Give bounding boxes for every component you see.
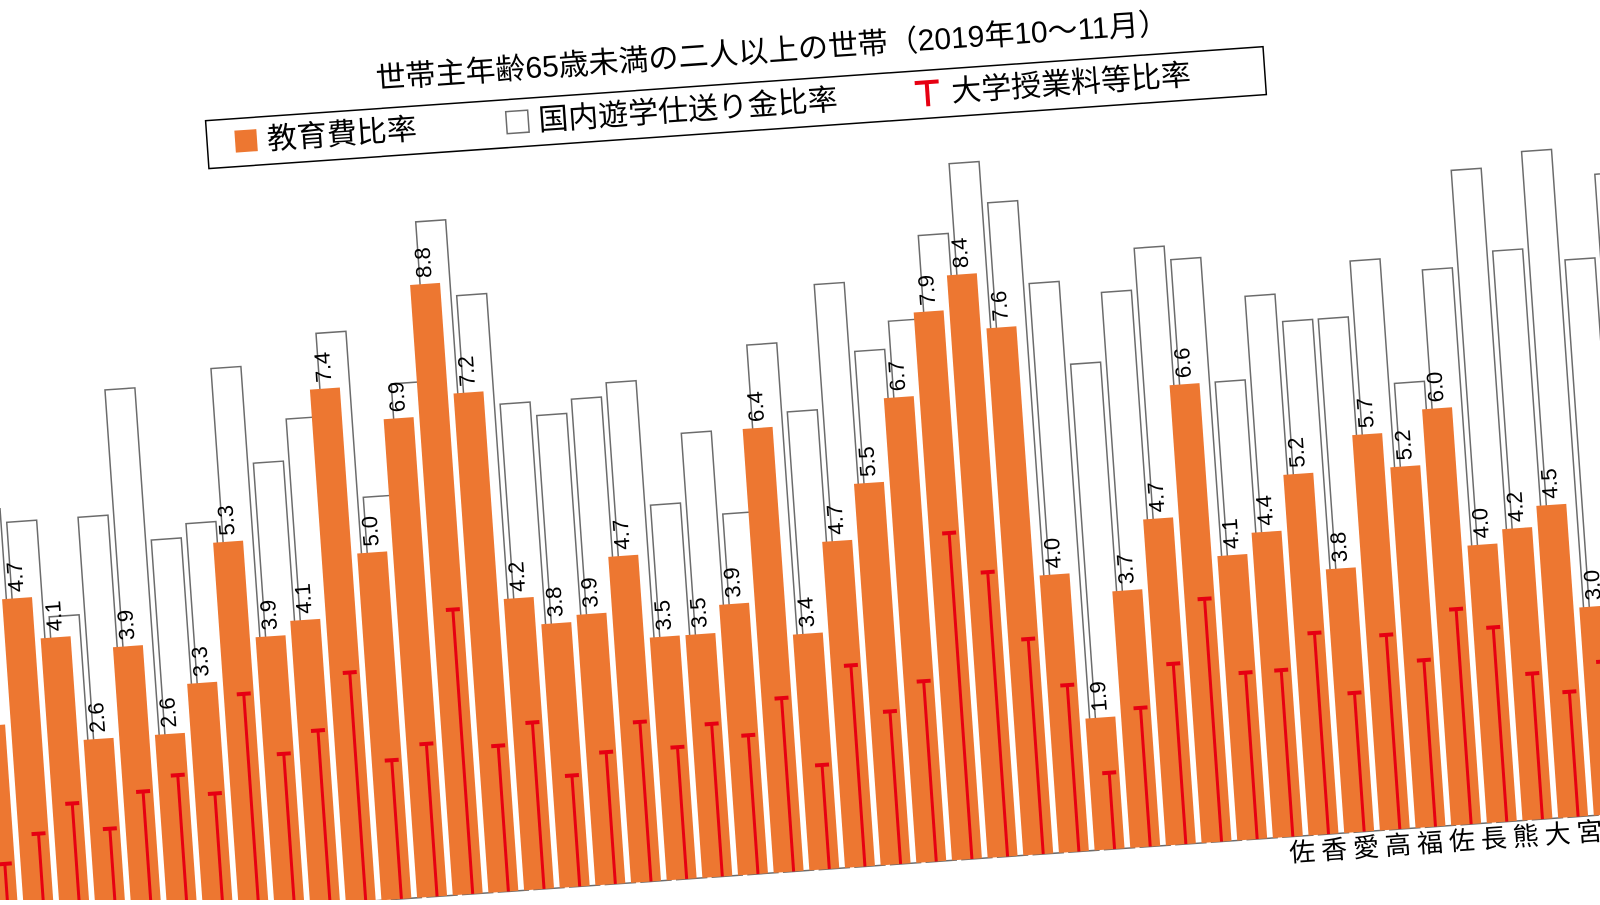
data-label-education: 4.1 bbox=[1217, 518, 1244, 550]
data-label-education: 3.8 bbox=[1325, 531, 1352, 563]
tuition-cap bbox=[65, 803, 79, 804]
data-label-education: 5.3 bbox=[213, 504, 240, 536]
tuition-cap bbox=[1486, 627, 1500, 628]
chart-stage: 世帯主年齢65歳未満の二人以上の世帯（2019年10〜11月）教育費比率国内遊学… bbox=[0, 0, 1600, 900]
tuition-cap bbox=[491, 745, 505, 746]
legend-swatch-tuition-stem bbox=[927, 82, 929, 106]
tuition-cap bbox=[1021, 639, 1035, 640]
data-label-education: 4.5 bbox=[1536, 468, 1563, 500]
tuition-cap bbox=[1449, 609, 1463, 610]
data-label-education: 6.9 bbox=[383, 381, 410, 413]
tuition-cap bbox=[599, 752, 613, 753]
tuition-cap bbox=[981, 572, 995, 573]
data-label-education: 5.2 bbox=[1283, 436, 1310, 468]
tuition-cap bbox=[1134, 707, 1148, 708]
data-label-education: 1.9 bbox=[1085, 680, 1112, 712]
tuition-cap bbox=[633, 721, 647, 722]
data-label-education: 3.5 bbox=[685, 597, 712, 629]
tuition-cap bbox=[917, 681, 931, 682]
data-label-education: 7.4 bbox=[309, 351, 336, 383]
tuition-cap bbox=[1102, 772, 1116, 773]
tuition-cap bbox=[237, 693, 251, 694]
tuition-cap bbox=[883, 711, 897, 712]
tuition-cap bbox=[343, 672, 357, 673]
tuition-cap bbox=[1596, 661, 1600, 662]
data-label-education: 6.0 bbox=[1422, 371, 1449, 403]
data-label-education: 6.4 bbox=[742, 391, 769, 423]
chart-svg: 世帯主年齢65歳未満の二人以上の世帯（2019年10〜11月）教育費比率国内遊学… bbox=[0, 0, 1600, 900]
legend-swatch-remittance bbox=[506, 110, 529, 133]
tuition-cap bbox=[311, 730, 325, 731]
tuition-cap bbox=[385, 760, 399, 761]
tuition-cap bbox=[815, 764, 829, 765]
data-label-education: 6.6 bbox=[1169, 347, 1196, 379]
data-label-education: 5.5 bbox=[853, 446, 880, 478]
data-label-education: 4.4 bbox=[1251, 494, 1278, 526]
data-label-education: 3.3 bbox=[187, 646, 214, 678]
chart-root: 世帯主年齢65歳未満の二人以上の世帯（2019年10〜11月）教育費比率国内遊学… bbox=[0, 0, 1600, 900]
data-label-education: 3.9 bbox=[719, 566, 746, 598]
data-label-education: 2.6 bbox=[154, 697, 181, 729]
data-label-education: 4.7 bbox=[2, 561, 29, 593]
tuition-cap bbox=[103, 828, 117, 829]
tuition-cap bbox=[1417, 660, 1431, 661]
data-label-education: 7.9 bbox=[913, 274, 940, 306]
data-label-education: 3.8 bbox=[541, 586, 568, 618]
data-label-education: 4.1 bbox=[290, 583, 317, 615]
data-label-education: 5.2 bbox=[1390, 429, 1417, 461]
tuition-cap bbox=[1198, 598, 1212, 599]
tuition-cap bbox=[446, 609, 460, 610]
data-label-education: 4.1 bbox=[40, 600, 67, 632]
tuition-cap bbox=[670, 747, 684, 748]
data-label-education: 7.2 bbox=[453, 355, 480, 387]
data-label-education: 3.7 bbox=[1112, 553, 1139, 585]
legend-swatch-education bbox=[234, 129, 257, 152]
tuition-cap bbox=[1379, 634, 1393, 635]
data-label-education: 3.9 bbox=[112, 609, 139, 641]
data-label-education: 3.9 bbox=[255, 599, 282, 631]
data-label-education: 8.4 bbox=[946, 237, 973, 269]
tuition-cap bbox=[942, 533, 956, 534]
tuition-cap bbox=[1060, 685, 1074, 686]
tuition-cap bbox=[1239, 672, 1253, 673]
data-label-education: 3.9 bbox=[576, 576, 603, 608]
data-label-education: 4.0 bbox=[1467, 507, 1494, 539]
data-label-education: 4.7 bbox=[1143, 481, 1170, 513]
tuition-cap bbox=[136, 791, 150, 792]
data-label-education: 3.4 bbox=[792, 596, 819, 628]
tuition-cap bbox=[208, 793, 222, 794]
tuition-cap bbox=[1274, 670, 1288, 671]
plot-area: 2.94.74.12.63.92.63.35.33.94.17.45.06.98… bbox=[0, 117, 1600, 900]
data-label-education: 2.6 bbox=[83, 702, 110, 734]
data-label-education: 3.0 bbox=[1579, 569, 1600, 601]
tuition-cap bbox=[844, 665, 858, 666]
tuition-cap bbox=[277, 753, 291, 754]
data-label-education: 5.0 bbox=[357, 515, 384, 547]
tuition-cap bbox=[705, 723, 719, 724]
data-label-education: 4.7 bbox=[608, 518, 635, 550]
tuition-cap bbox=[1347, 692, 1361, 693]
tuition-cap bbox=[1166, 663, 1180, 664]
tuition-cap bbox=[1307, 632, 1321, 633]
tuition-cap bbox=[0, 863, 12, 864]
tuition-cap bbox=[419, 743, 433, 744]
data-label-education: 4.0 bbox=[1039, 537, 1066, 569]
tuition-cap bbox=[565, 775, 579, 776]
tuition-cap bbox=[775, 698, 789, 699]
tuition-cap bbox=[32, 833, 46, 834]
tuition-cap bbox=[741, 735, 755, 736]
data-label-education: 5.7 bbox=[1352, 397, 1379, 429]
tuition-cap bbox=[1562, 691, 1576, 692]
tuition-cap bbox=[171, 775, 185, 776]
tuition-cap bbox=[525, 722, 539, 723]
data-label-education: 4.2 bbox=[1502, 491, 1529, 523]
data-label-education: 6.7 bbox=[883, 360, 910, 392]
data-label-education: 3.5 bbox=[649, 599, 676, 631]
data-label-education: 4.2 bbox=[503, 561, 530, 593]
data-label-education: 4.7 bbox=[822, 504, 849, 536]
data-label-education: 7.6 bbox=[986, 290, 1013, 322]
data-label-education: 8.8 bbox=[410, 247, 437, 279]
tuition-cap bbox=[1525, 673, 1539, 674]
